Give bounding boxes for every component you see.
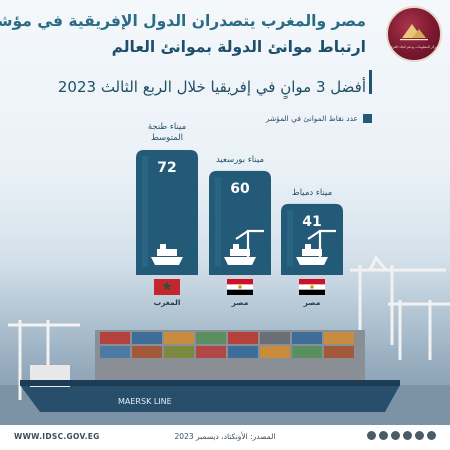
footer-source: المصدر: الأونكتاد، ديسمبر 2023: [174, 432, 276, 441]
bar-highlight: [287, 209, 293, 267]
instagram-icon[interactable]: [379, 431, 388, 440]
at-icon[interactable]: [427, 431, 436, 440]
egypt-flag-icon: [299, 279, 325, 295]
bar-1: [136, 150, 198, 275]
subtitle-accent-rule: [369, 70, 372, 94]
country-label: مصر: [231, 298, 249, 307]
bar-value-label: 72: [157, 160, 177, 176]
container-ship-icon: [151, 244, 183, 265]
main-title-line1: مصر والمغرب يتصدران الدول الإفريقية في م…: [0, 12, 366, 30]
bar-highlight: [142, 156, 148, 267]
egypt-flag-icon: [227, 279, 253, 295]
legend-swatch: [363, 114, 372, 123]
facebook-icon[interactable]: [415, 431, 424, 440]
port-crane-icon: [307, 229, 336, 265]
logo-caption: مركز المعلومات ودعم اتخاذ القرار: [389, 45, 439, 49]
footer-bar: WWW.IDSC.GOV.EG المصدر: الأونكتاد، ديسمب…: [0, 425, 450, 450]
bar-2: [209, 170, 271, 275]
country-label: مصر: [303, 298, 321, 307]
bar-value-label: 41: [302, 213, 322, 230]
footer-website[interactable]: WWW.IDSC.GOV.EG: [14, 432, 100, 441]
country-label: المغرب: [153, 298, 181, 307]
chart-title: أفضل 3 موانٍ في إفريقيا خلال الربع الثال…: [57, 78, 366, 96]
port-crane-icon: [235, 229, 264, 265]
pyramid-logo-icon: [400, 24, 428, 41]
ship-hull: [20, 385, 400, 412]
linkedin-icon[interactable]: [391, 431, 400, 440]
gantry-cranes: [8, 255, 450, 400]
bar-category-label: ميناء بورسعيد: [215, 154, 265, 165]
bar-category-label: ميناء دمياط: [291, 187, 333, 198]
legend-label: عدد نقاط الموانئ في المؤشر: [265, 114, 358, 123]
morocco-flag-icon: [154, 279, 180, 295]
idsc-logo: مركز المعلومات ودعم اتخاذ القرار: [386, 6, 442, 62]
container-stacks: [95, 330, 365, 380]
main-title-line2: ارتباط موانئ الدولة بموانئ العالم: [111, 38, 366, 56]
bar-category-label: ميناء طنجة المتوسط: [147, 122, 187, 143]
ship-hull-marking: MAERSK LINE: [118, 397, 172, 406]
bar-value-label: 60: [230, 180, 250, 197]
youtube-icon[interactable]: [367, 431, 376, 440]
twitter-icon[interactable]: [403, 431, 412, 440]
social-icons: [367, 431, 436, 440]
chart-legend: عدد نقاط الموانئ في المؤشر: [266, 114, 372, 123]
bar-highlight: [215, 176, 221, 267]
